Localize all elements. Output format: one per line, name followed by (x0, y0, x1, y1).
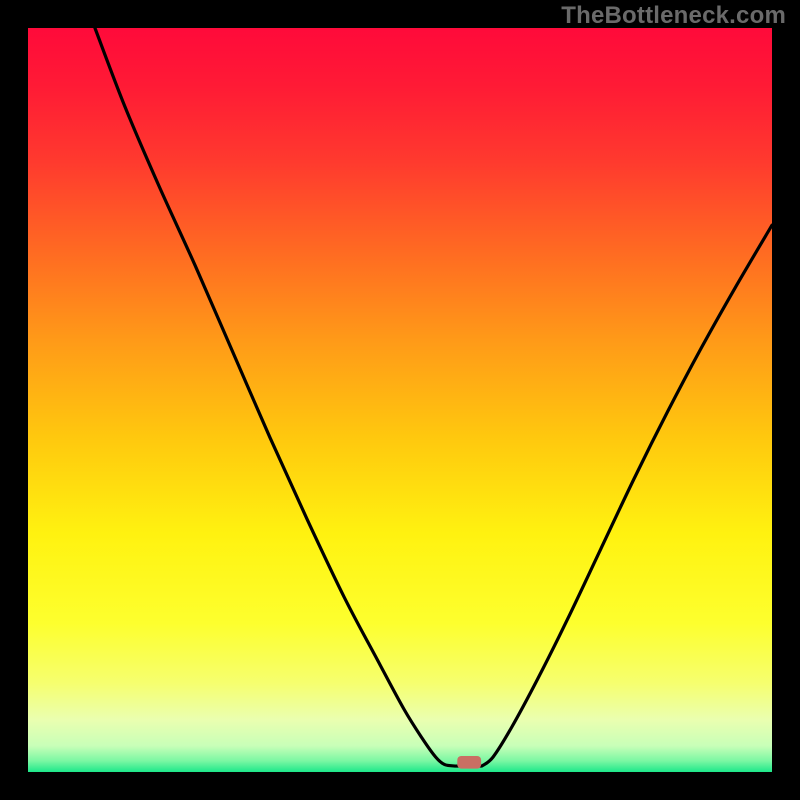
bottleneck-curve-chart (0, 0, 800, 800)
optimum-marker (457, 756, 481, 769)
chart-frame: { "watermark": { "text": "TheBottleneck.… (0, 0, 800, 800)
watermark-text: TheBottleneck.com (561, 2, 786, 30)
